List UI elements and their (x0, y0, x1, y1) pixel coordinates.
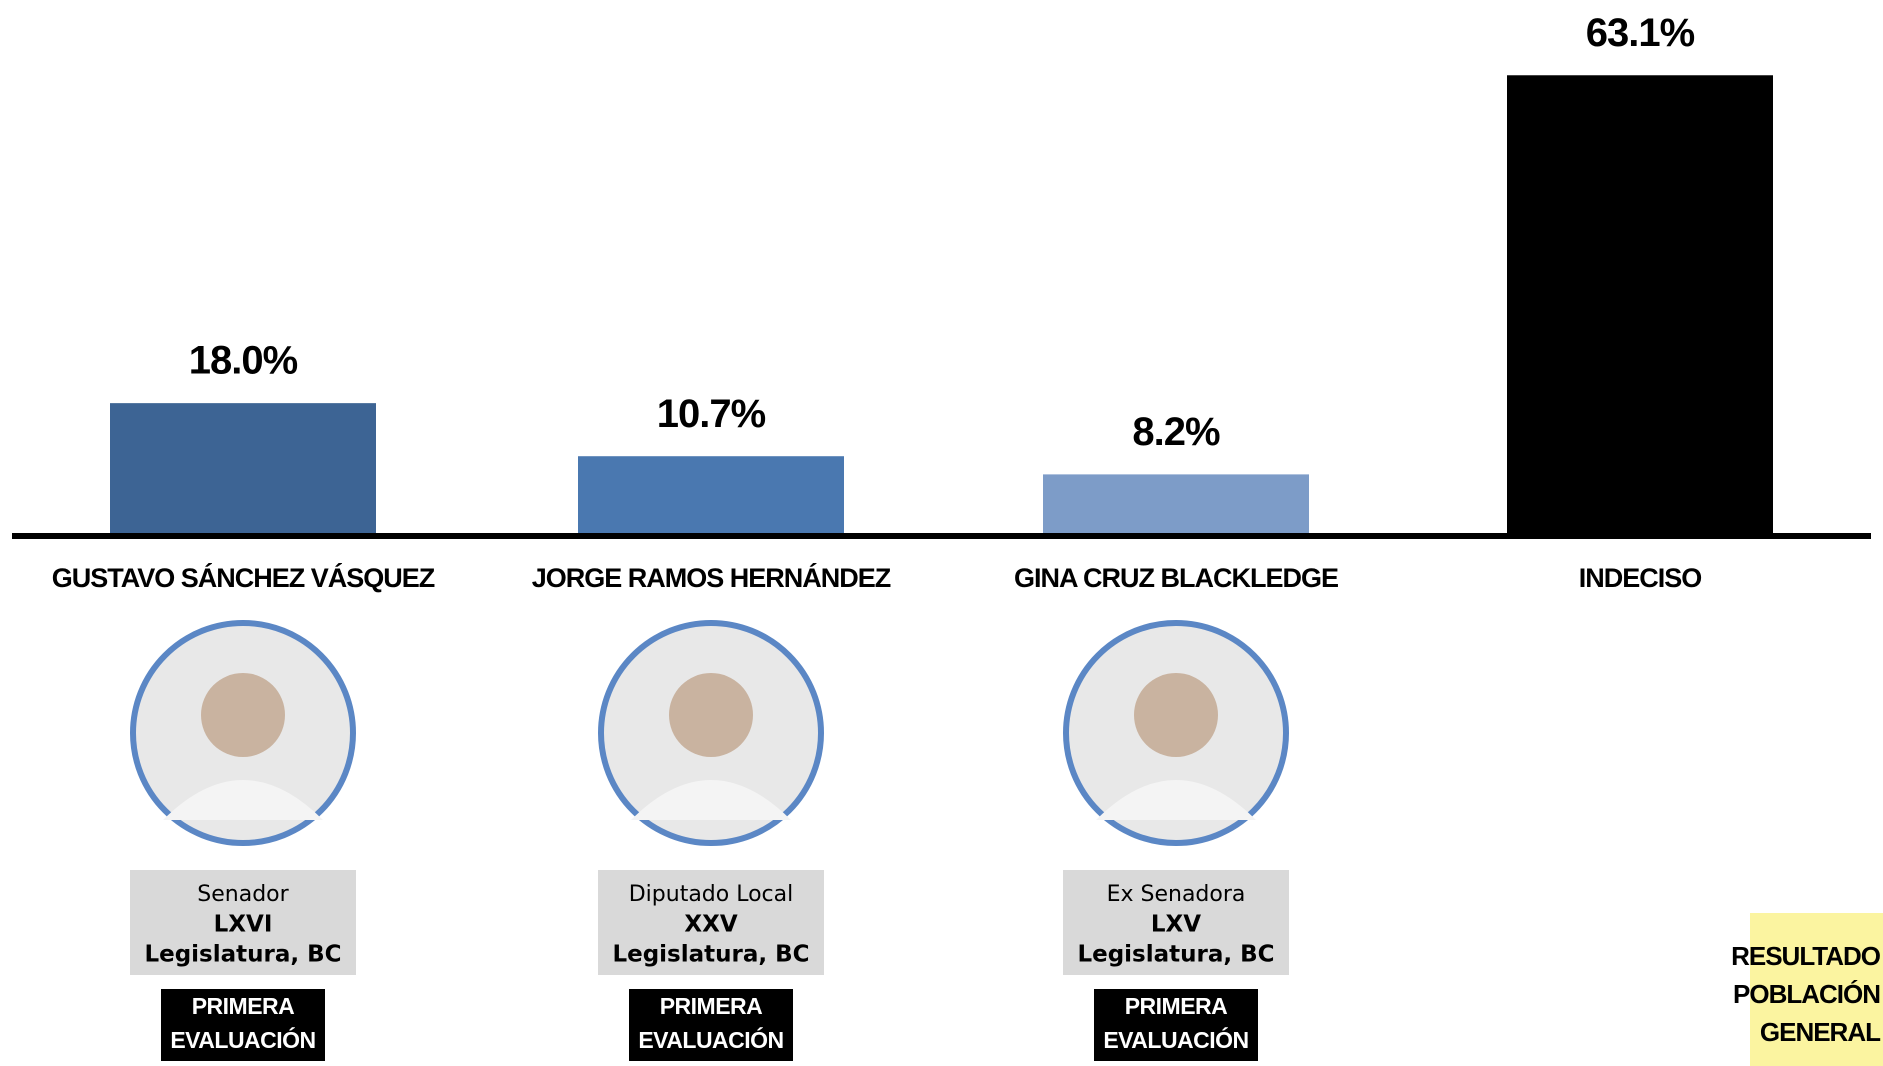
photo-body (1096, 780, 1256, 820)
info-line: XXV (684, 912, 737, 938)
value-label: 10.7% (657, 392, 766, 436)
badge-line: EVALUACIÓN (1103, 1026, 1248, 1053)
info-line: Diputado Local (629, 882, 794, 907)
info-line: Ex Senadora (1107, 882, 1246, 907)
info-line: Legislatura, BC (1077, 942, 1274, 968)
badge-line: PRIMERA (192, 993, 295, 1019)
info-box (598, 870, 824, 975)
badge-box (161, 989, 325, 1061)
photo-body (631, 780, 791, 820)
value-label: 18.0% (189, 339, 298, 383)
badge-line: EVALUACIÓN (170, 1026, 315, 1053)
info-line: LXV (1151, 912, 1201, 938)
info-line: Legislatura, BC (144, 942, 341, 968)
category-label: GINA CRUZ BLACKLEDGE (1014, 563, 1338, 593)
category-label: JORGE RAMOS HERNÁNDEZ (532, 562, 891, 593)
note-line: RESULTADO (1731, 941, 1881, 971)
note-box (1750, 913, 1883, 1066)
photo-head (201, 673, 285, 757)
badge-line: PRIMERA (660, 993, 763, 1019)
photo-head (669, 673, 753, 757)
category-label: INDECISO (1579, 563, 1702, 593)
info-box (1063, 870, 1289, 975)
note-line: GENERAL (1760, 1017, 1881, 1047)
photo-head (1134, 673, 1218, 757)
badge-line: PRIMERA (1125, 993, 1228, 1019)
badge-line: EVALUACIÓN (638, 1026, 783, 1053)
bar (578, 456, 844, 534)
bar (1507, 75, 1773, 534)
info-box (130, 870, 356, 975)
bar (110, 403, 376, 534)
info-line: Legislatura, BC (612, 942, 809, 968)
category-label: GUSTAVO SÁNCHEZ VÁSQUEZ (52, 562, 435, 593)
badge-box (629, 989, 793, 1061)
badge-box (1094, 989, 1258, 1061)
info-line: LXVI (214, 912, 273, 938)
info-line: Senador (197, 882, 289, 907)
bar (1043, 474, 1309, 534)
note-line: POBLACIÓN (1733, 979, 1880, 1009)
value-label: 63.1% (1586, 11, 1695, 55)
value-label: 8.2% (1132, 410, 1220, 454)
photo-body (163, 780, 323, 820)
